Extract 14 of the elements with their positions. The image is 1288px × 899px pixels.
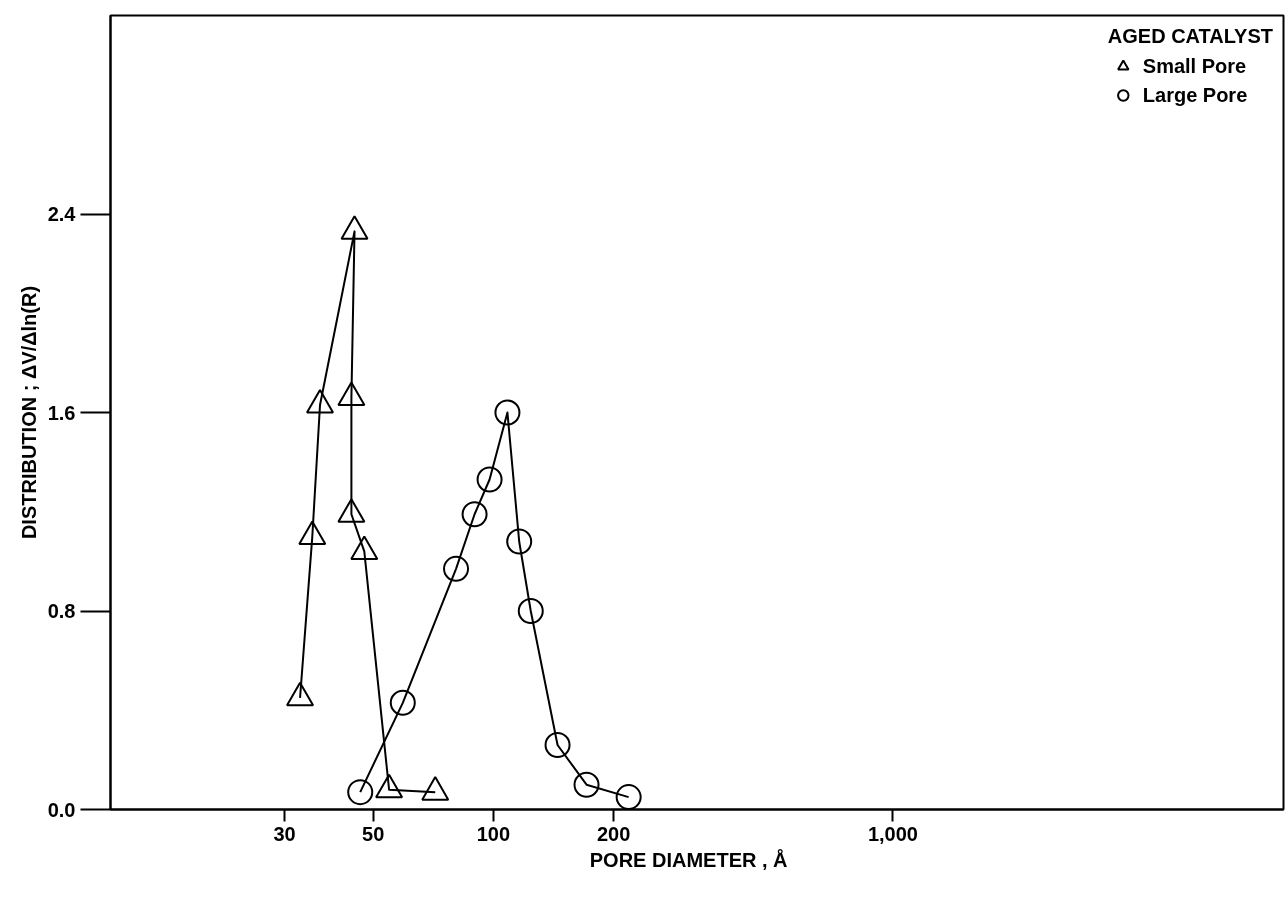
x-tick-label: 200 (597, 822, 631, 845)
x-tick-label: 100 (476, 822, 511, 845)
legend-label: Large Pore (1142, 83, 1248, 107)
legend-label: Small Pore (1142, 54, 1247, 78)
x-axis-title: PORE DIAMETER , Å (589, 847, 788, 871)
y-tick-label: 0.0 (47, 798, 76, 821)
legend-title: AGED CATALYST (1107, 25, 1273, 48)
x-tick-label: 30 (273, 822, 296, 845)
y-tick-label: 0.8 (47, 600, 76, 622)
x-tick-label: 50 (362, 822, 385, 845)
x-tick-label: 1,000 (867, 822, 918, 845)
y-tick-label: 2.4 (47, 203, 77, 225)
y-axis-title: DISTRIBUTION ; ΔV/Δln(R) (17, 285, 40, 540)
y-tick-label: 1.6 (47, 401, 76, 424)
